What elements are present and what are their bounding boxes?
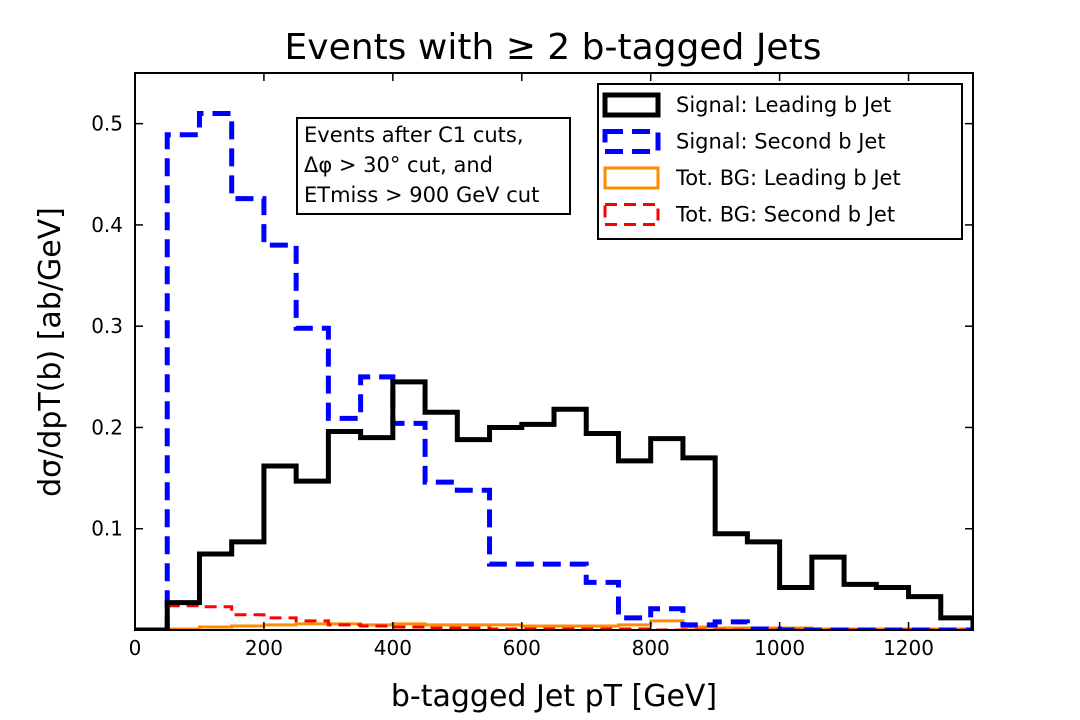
plot-frame	[134, 72, 974, 631]
x-tick-label: 1200	[883, 636, 934, 660]
x-tick-label: 0	[129, 636, 142, 660]
x-tick-label: 400	[374, 636, 412, 660]
x-tick-label: 600	[503, 636, 541, 660]
legend-swatch-tot-bg-leading-b-jet	[603, 166, 660, 190]
y-axis-label: dσ/dpT(b) [ab/GeV]	[33, 207, 68, 497]
y-tick-label: 0.5	[91, 112, 123, 136]
legend-label-tot-bg-leading-b-jet: Tot. BG: Leading b Jet	[675, 166, 901, 190]
x-tick-label: 200	[245, 636, 283, 660]
annotation-line-1: Events after C1 cuts,	[304, 123, 524, 147]
y-tick-label: 0.1	[91, 517, 123, 541]
y-tick-label: 0.4	[91, 213, 123, 237]
annotation-line-3: ETmiss > 900 GeV cut	[304, 183, 539, 207]
legend-label-tot-bg-second-b-jet: Tot. BG: Second b Jet	[675, 203, 895, 227]
annotation-frame	[296, 117, 571, 215]
series-signal-second-b-jet	[135, 111, 973, 630]
legend-swatch-tot-bg-second-b-jet	[603, 203, 660, 226]
legend: Signal: Leading b Jet Signal: Second b Je…	[597, 83, 963, 240]
legend-label-signal-second-b-jet: Signal: Second b Jet	[676, 130, 886, 154]
chart-title: Events with ≥ 2 b-tagged Jets	[285, 27, 822, 68]
x-axis-label: b-tagged Jet pT [GeV]	[391, 679, 717, 714]
annotation-line-2: Δφ > 30° cut, and	[304, 153, 493, 177]
cuts-annotation: Events after C1 cuts, Δφ > 30° cut, and …	[296, 117, 571, 215]
axis-ticks: 0 200 400 600 800 1000 1200 0.1 0.2 0.3 0.4 0.5	[91, 73, 973, 660]
y-tick-label: 0.3	[91, 314, 123, 338]
x-tick-label: 1000	[754, 636, 805, 660]
legend-label-signal-leading-b-jet: Signal: Leading b Jet	[676, 93, 891, 117]
legend-swatch-signal-second-b-jet	[602, 129, 661, 154]
legend-swatch-signal-leading-b-jet	[602, 92, 661, 118]
series-signal-leading-b-jet	[135, 379, 973, 630]
y-tick-label: 0.2	[91, 415, 123, 439]
x-tick-label: 800	[632, 636, 670, 660]
series-tot-bg-second-b-jet	[135, 604, 973, 630]
